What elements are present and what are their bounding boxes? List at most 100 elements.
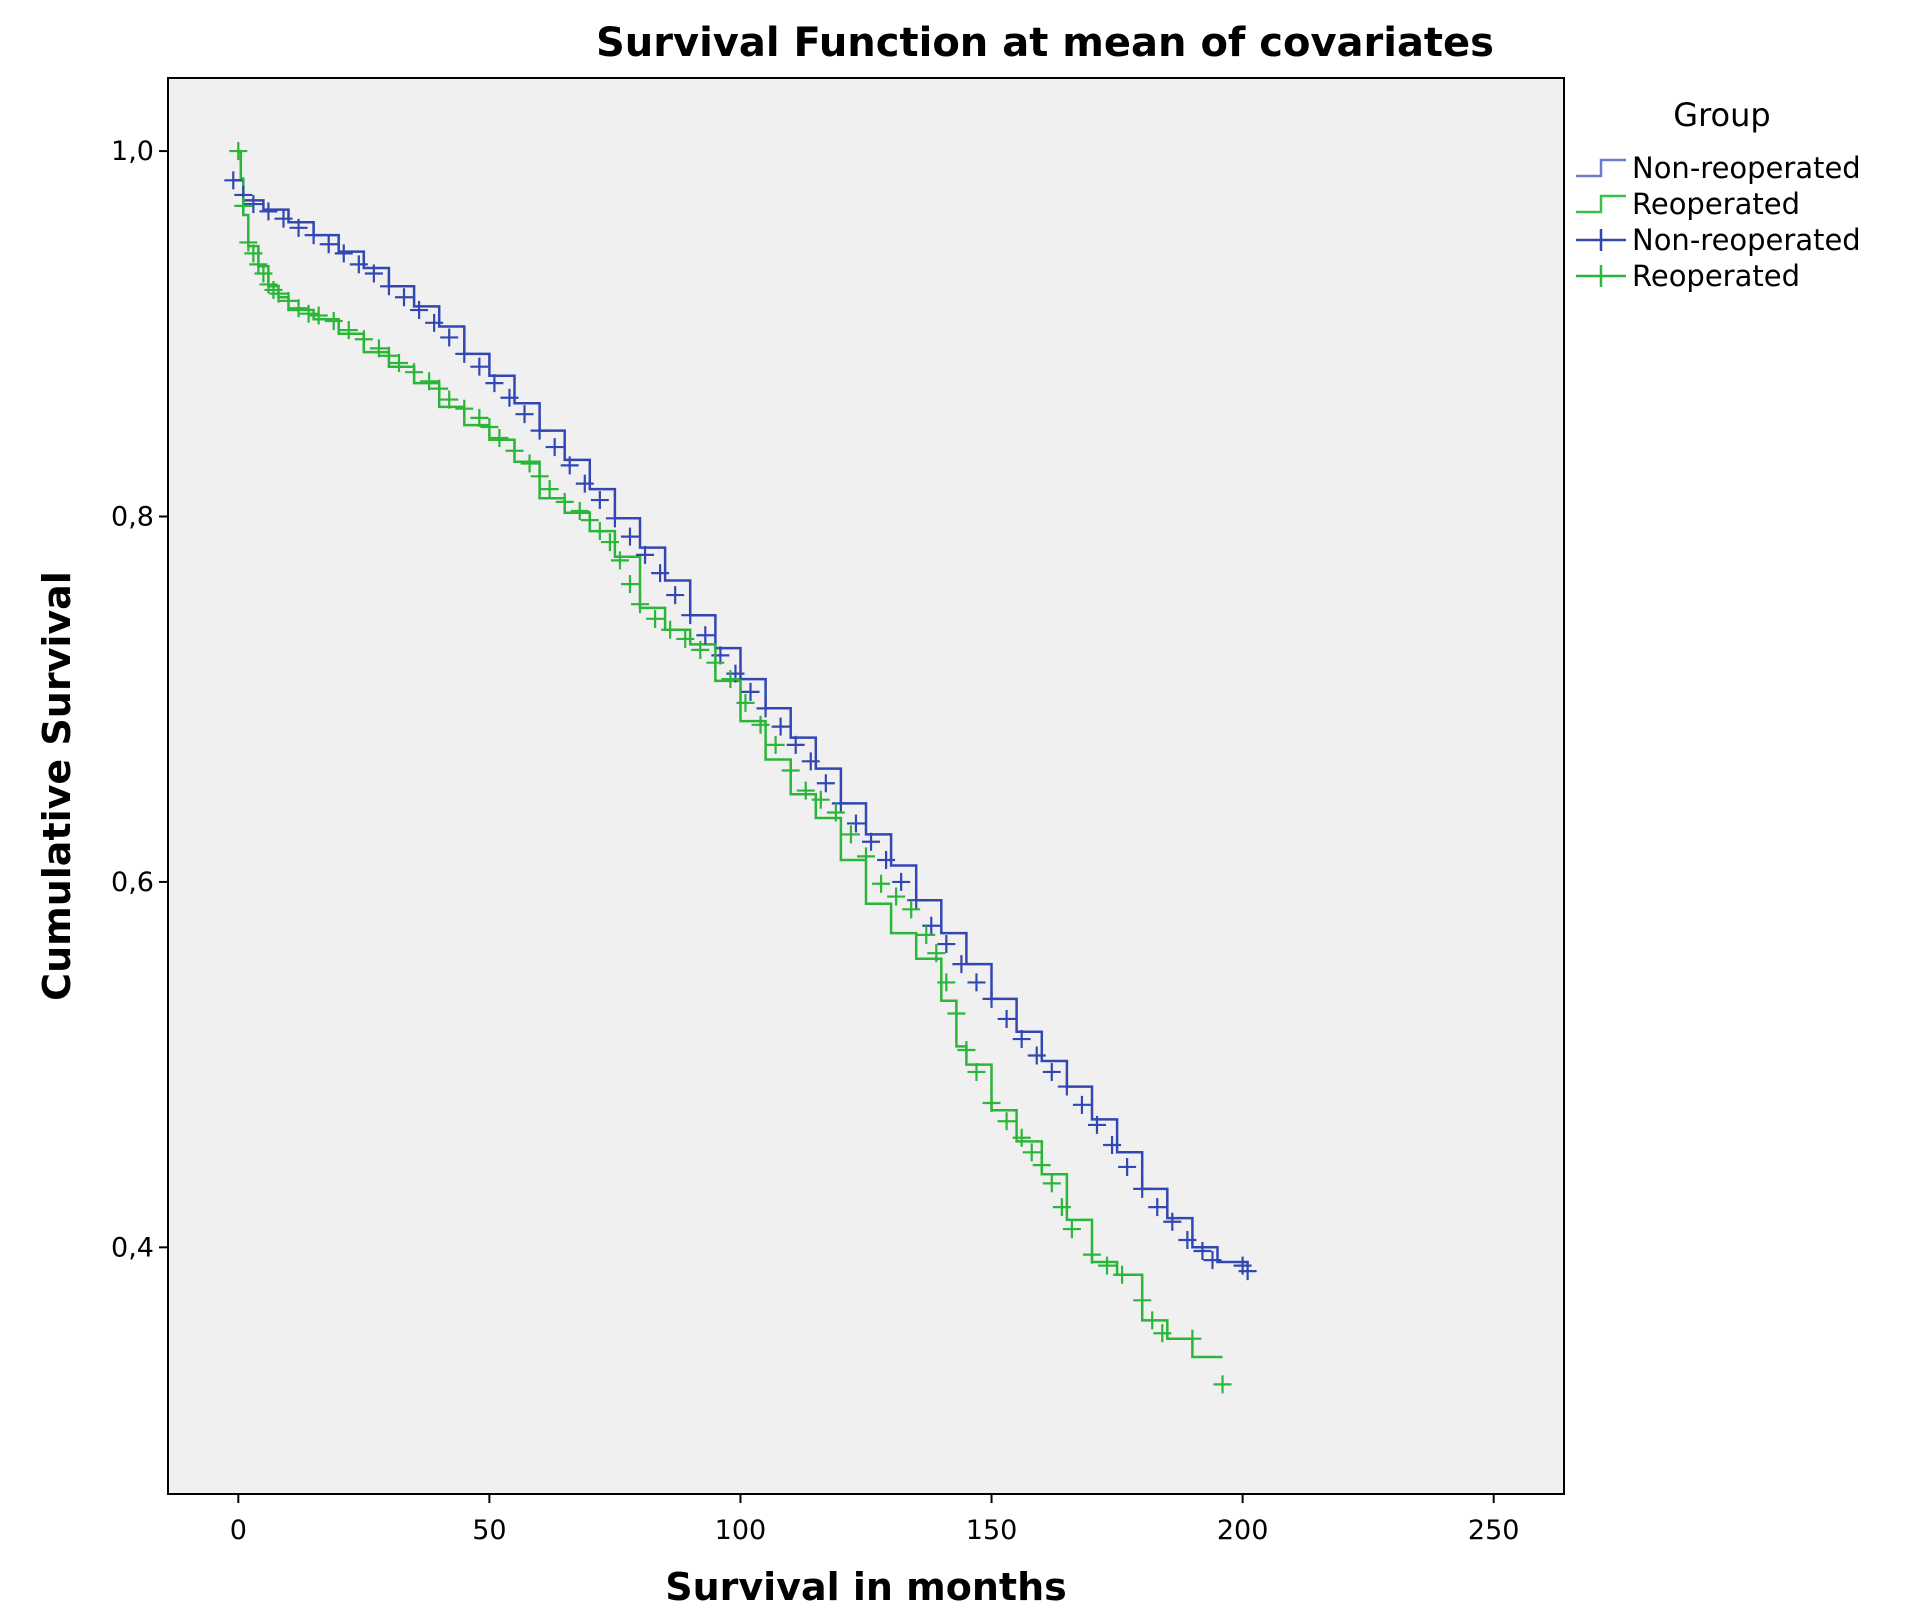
legend-title: Group — [1673, 96, 1770, 134]
censor-mark-reoperated — [555, 492, 574, 511]
censor-mark-non-reoperated — [289, 218, 308, 237]
censor-mark-reoperated — [957, 1041, 976, 1060]
censor-mark-reoperated — [324, 312, 343, 331]
censor-mark-reoperated — [299, 304, 318, 323]
censor-mark-non-reoperated — [741, 682, 760, 701]
legend: Group Non-reoperatedReoperatedNon-reoper… — [1576, 96, 1861, 293]
censor-mark-reoperated — [389, 354, 408, 373]
censor-mark-non-reoperated — [319, 235, 338, 254]
censor-mark-non-reoperated — [696, 626, 715, 645]
censor-mark-reoperated — [872, 874, 891, 893]
censor-mark-non-reoperated — [997, 1009, 1016, 1028]
legend-label: Reoperated — [1632, 259, 1800, 293]
censor-mark-non-reoperated — [636, 545, 655, 564]
censor-mark-non-reoperated — [575, 474, 594, 493]
censor-mark-reoperated — [706, 653, 725, 672]
censor-mark-reoperated — [1213, 1375, 1232, 1394]
censor-mark-non-reoperated — [651, 564, 670, 583]
censor-mark-non-reoperated — [500, 388, 519, 407]
censor-mark-non-reoperated — [1087, 1115, 1106, 1134]
legend-step-symbol — [1576, 194, 1626, 214]
censor-mark-reoperated — [927, 944, 946, 963]
x-tick-label: 200 — [1217, 1515, 1269, 1546]
censor-mark-reoperated — [766, 735, 785, 754]
censor-mark-non-reoperated — [846, 814, 865, 833]
y-axis: 0,4 0,6 0,8 1,0 — [111, 136, 168, 1263]
censor-mark-reoperated — [751, 715, 770, 734]
censor-mark-non-reoperated — [224, 171, 243, 190]
censor-mark-reoperated — [254, 264, 273, 283]
censor-mark-reoperated — [590, 522, 609, 541]
censor-mark-non-reoperated — [425, 313, 444, 332]
censor-mark-reoperated — [440, 390, 459, 409]
censor-mark-non-reoperated — [1027, 1046, 1046, 1065]
censor-mark-non-reoperated — [831, 794, 850, 813]
censor-mark-reoperated — [540, 480, 559, 499]
censor-mark-reoperated — [1133, 1291, 1152, 1310]
censor-mark-reoperated — [721, 670, 740, 689]
legend-label: Non-reoperated — [1632, 223, 1861, 257]
plot-area — [167, 77, 1565, 1495]
censor-mark-non-reoperated — [967, 973, 986, 992]
censor-mark-reoperated — [405, 363, 424, 382]
censor-mark-reoperated — [505, 441, 524, 460]
censor-mark-reoperated — [600, 533, 619, 552]
censor-mark-non-reoperated — [259, 202, 278, 221]
censor-mark-reoperated — [620, 575, 639, 594]
y-axis-title: Cumulative Survival — [35, 571, 79, 1001]
x-tick-label: 100 — [715, 1515, 767, 1546]
x-tick-label: 250 — [1468, 1515, 1520, 1546]
y-tick-label: 0,4 — [111, 1232, 154, 1263]
censor-mark-non-reoperated — [334, 244, 353, 263]
censor-mark-non-reoperated — [364, 264, 383, 283]
censor-mark-non-reoperated — [1148, 1198, 1167, 1217]
censor-mark-reoperated — [887, 887, 906, 906]
censor-mark-reoperated — [691, 640, 710, 659]
censor-mark-reoperated — [661, 620, 680, 639]
censor-mark-reoperated — [917, 925, 936, 944]
censor-mark-reoperated — [369, 339, 388, 358]
censor-mark-reoperated — [530, 467, 549, 486]
censor-mark-reoperated — [676, 629, 695, 648]
censor-mark-non-reoperated — [590, 491, 609, 510]
censor-mark-non-reoperated — [922, 916, 941, 935]
censor-mark-reoperated — [239, 233, 258, 252]
censor-mark-reoperated — [646, 609, 665, 628]
censor-mark-reoperated — [841, 825, 860, 844]
censor-mark-reoperated — [309, 306, 328, 325]
y-tick-label: 0,8 — [111, 502, 154, 533]
x-axis: 0 50 100 150 200 250 — [230, 1494, 1520, 1546]
censor-mark-non-reoperated — [515, 405, 534, 424]
censor-mark-reoperated — [490, 428, 509, 447]
censor-mark-reoperated — [937, 973, 956, 992]
censor-mark-reoperated — [279, 291, 298, 310]
censor-mark-reoperated — [269, 284, 288, 303]
censor-mark-non-reoperated — [1193, 1242, 1212, 1260]
censor-mark-reoperated — [470, 408, 489, 427]
censor-mark-reoperated — [1012, 1128, 1031, 1147]
censor-mark-non-reoperated — [952, 955, 971, 974]
legend-step-symbol — [1576, 158, 1626, 178]
censor-mark-non-reoperated — [395, 288, 414, 307]
censor-mark-reoperated — [1052, 1198, 1071, 1217]
censor-mark-non-reoperated — [605, 509, 624, 528]
censor-mark-reoperated — [610, 551, 629, 570]
censor-mark-reoperated — [339, 321, 358, 340]
censor-mark-non-reoperated — [1012, 1030, 1031, 1049]
censor-mark-reoperated — [430, 379, 449, 398]
censor-mark-reoperated — [796, 781, 815, 800]
censor-mark-non-reoperated — [1057, 1077, 1076, 1096]
censor-mark-reoperated — [1082, 1245, 1101, 1264]
censor-mark-reoperated — [1113, 1265, 1132, 1284]
censor-mark-non-reoperated — [410, 301, 429, 320]
censor-mark-reoperated — [249, 255, 268, 274]
censor-mark-reoperated — [420, 372, 439, 391]
censor-mark-non-reoperated — [244, 195, 263, 214]
y-tick-label: 1,0 — [111, 136, 154, 167]
censor-mark-reoperated — [234, 196, 253, 215]
censor-mark-reoperated — [967, 1062, 986, 1081]
legend-label: Non-reoperated — [1632, 151, 1861, 185]
censor-mark-reoperated — [379, 346, 398, 365]
legend-censor-symbol — [1576, 265, 1626, 287]
censor-mark-reoperated — [947, 1004, 966, 1023]
